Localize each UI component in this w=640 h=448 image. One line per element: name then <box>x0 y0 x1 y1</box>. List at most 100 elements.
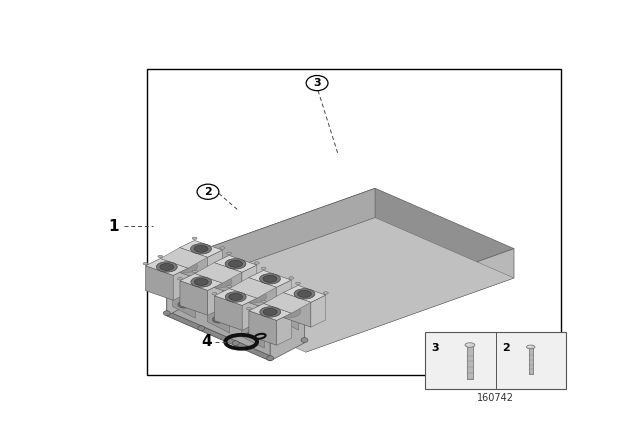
Text: 3: 3 <box>431 343 438 353</box>
Polygon shape <box>248 278 276 312</box>
Circle shape <box>301 338 308 342</box>
Polygon shape <box>207 276 230 300</box>
Ellipse shape <box>220 247 225 249</box>
Circle shape <box>232 308 239 313</box>
Polygon shape <box>145 258 188 276</box>
Text: 3: 3 <box>313 78 321 88</box>
Ellipse shape <box>296 282 300 284</box>
Polygon shape <box>173 268 188 300</box>
Circle shape <box>232 341 239 345</box>
Polygon shape <box>276 313 292 345</box>
Ellipse shape <box>247 331 259 338</box>
Ellipse shape <box>246 298 259 305</box>
Ellipse shape <box>193 270 197 273</box>
Circle shape <box>198 326 205 331</box>
Polygon shape <box>311 295 326 327</box>
Text: 2: 2 <box>502 343 509 353</box>
Ellipse shape <box>225 258 246 269</box>
Ellipse shape <box>205 275 232 288</box>
Polygon shape <box>270 294 305 361</box>
Circle shape <box>197 184 219 199</box>
Polygon shape <box>180 273 223 290</box>
Text: 1: 1 <box>108 219 119 234</box>
Ellipse shape <box>289 277 294 279</box>
Ellipse shape <box>281 313 293 320</box>
Polygon shape <box>195 263 242 283</box>
Polygon shape <box>241 290 264 315</box>
Polygon shape <box>145 266 173 300</box>
Polygon shape <box>180 241 222 257</box>
Ellipse shape <box>225 292 246 302</box>
Polygon shape <box>207 250 222 282</box>
Polygon shape <box>248 271 291 287</box>
Ellipse shape <box>467 344 470 345</box>
Ellipse shape <box>254 262 259 264</box>
Text: 4: 4 <box>201 334 212 349</box>
Ellipse shape <box>212 293 217 295</box>
Ellipse shape <box>170 260 198 273</box>
Bar <box>529 348 533 374</box>
Polygon shape <box>167 311 270 361</box>
Polygon shape <box>249 311 276 345</box>
Polygon shape <box>167 249 201 316</box>
Ellipse shape <box>227 285 232 288</box>
Ellipse shape <box>195 279 208 285</box>
Circle shape <box>163 311 170 315</box>
Ellipse shape <box>528 346 531 347</box>
Ellipse shape <box>260 274 280 284</box>
Polygon shape <box>214 296 242 330</box>
Polygon shape <box>214 263 242 297</box>
Ellipse shape <box>246 307 252 310</box>
Bar <box>425 332 566 389</box>
Polygon shape <box>249 303 292 320</box>
Ellipse shape <box>160 263 173 271</box>
Circle shape <box>198 293 205 297</box>
Polygon shape <box>180 281 208 315</box>
Polygon shape <box>242 323 264 348</box>
Text: 2: 2 <box>204 187 212 197</box>
Ellipse shape <box>192 237 197 240</box>
Polygon shape <box>180 248 207 282</box>
Ellipse shape <box>465 343 475 347</box>
Ellipse shape <box>194 246 208 252</box>
Ellipse shape <box>191 244 211 254</box>
Ellipse shape <box>178 301 190 308</box>
Polygon shape <box>167 292 270 356</box>
Polygon shape <box>167 188 514 323</box>
Polygon shape <box>276 280 291 312</box>
Polygon shape <box>207 309 230 333</box>
Ellipse shape <box>260 307 280 317</box>
Ellipse shape <box>263 309 277 315</box>
Polygon shape <box>214 289 257 306</box>
Ellipse shape <box>261 300 266 303</box>
Polygon shape <box>229 278 276 298</box>
Text: 160742: 160742 <box>477 393 514 403</box>
Polygon shape <box>214 255 257 272</box>
Ellipse shape <box>158 255 163 258</box>
Ellipse shape <box>239 290 266 303</box>
Polygon shape <box>283 293 311 327</box>
Polygon shape <box>173 293 195 318</box>
Ellipse shape <box>229 293 243 301</box>
Ellipse shape <box>156 262 177 272</box>
Ellipse shape <box>228 260 243 267</box>
Polygon shape <box>276 306 298 330</box>
Circle shape <box>266 323 273 327</box>
Ellipse shape <box>177 277 182 280</box>
Ellipse shape <box>298 290 312 297</box>
Circle shape <box>267 356 274 361</box>
Ellipse shape <box>274 305 301 318</box>
Polygon shape <box>283 285 326 302</box>
Ellipse shape <box>263 276 277 282</box>
Polygon shape <box>167 188 375 292</box>
Polygon shape <box>167 218 514 352</box>
Polygon shape <box>201 274 305 338</box>
Polygon shape <box>161 248 207 268</box>
Ellipse shape <box>143 263 148 265</box>
Ellipse shape <box>227 252 232 254</box>
Polygon shape <box>264 293 311 313</box>
Ellipse shape <box>527 345 535 349</box>
Ellipse shape <box>212 283 225 290</box>
Ellipse shape <box>323 292 328 294</box>
Ellipse shape <box>294 289 315 299</box>
